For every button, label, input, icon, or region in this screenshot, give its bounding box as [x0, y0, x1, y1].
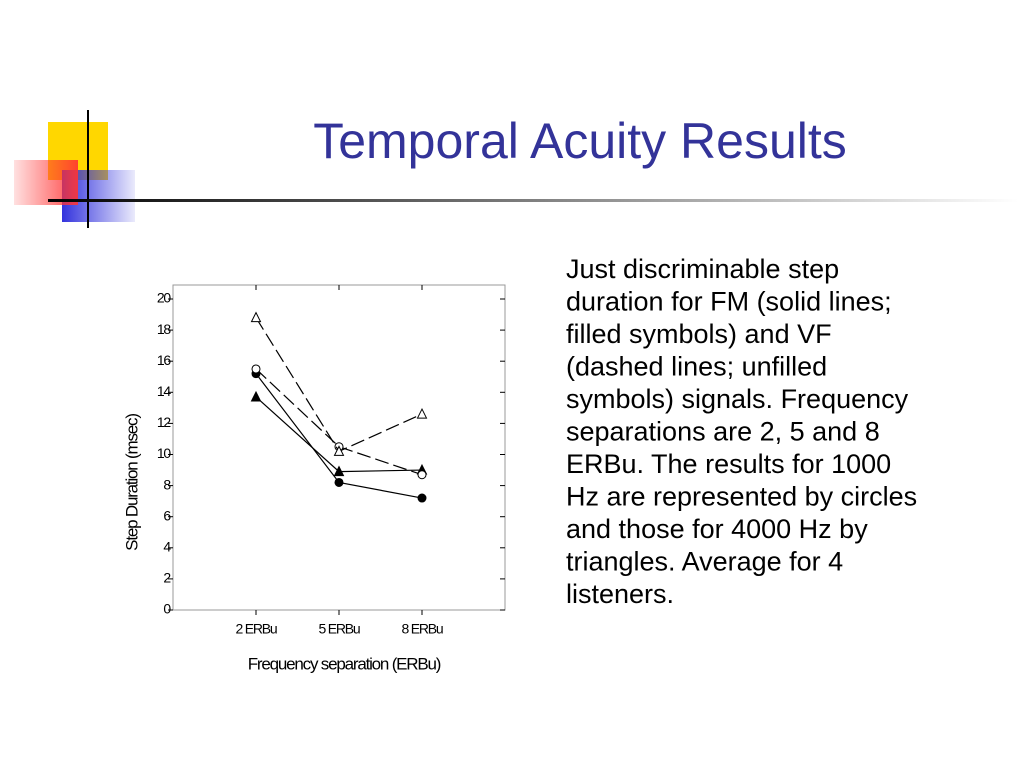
deco-red: [14, 160, 78, 205]
y-tick-label: 4: [163, 539, 171, 555]
slide-title: Temporal Acuity Results: [313, 113, 847, 169]
y-tick-label: 2: [163, 570, 171, 586]
y-tick-label: 20: [157, 290, 172, 306]
caption-line: listeners.: [566, 579, 674, 609]
caption-line: triangles. Average for 4: [566, 547, 843, 577]
y-tick-label: 12: [157, 414, 172, 430]
y-axis-label: Step Duration (msec): [122, 414, 141, 551]
caption-line: symbols) signals. Frequency: [566, 384, 909, 414]
caption-line: Just discriminable step: [566, 254, 839, 284]
deco-hline: [48, 199, 1018, 202]
y-tick-label: 18: [157, 321, 172, 337]
caption-line: (dashed lines; unfilled: [566, 352, 827, 382]
series-line: [255, 368, 423, 476]
y-tick-label: 6: [163, 507, 171, 523]
caption-line: duration for FM (solid lines;: [566, 287, 892, 317]
x-tick-label: 5 ERBu: [318, 621, 359, 637]
y-tick-label: 16: [157, 352, 172, 368]
marker: [417, 470, 427, 480]
y-tick-label: 14: [157, 383, 172, 399]
caption-line: separations are 2, 5 and 8: [566, 417, 880, 447]
caption-line: and those for 4000 Hz by: [566, 514, 868, 544]
marker: [416, 407, 428, 419]
marker: [333, 465, 345, 477]
x-tick-label: 8 ERBu: [401, 621, 442, 637]
marker: [250, 390, 262, 402]
y-tick-label: 10: [157, 445, 172, 461]
y-tick-label: 0: [163, 601, 171, 617]
x-tick-label: 2 ERBu: [235, 621, 276, 637]
marker: [250, 311, 262, 323]
marker: [333, 445, 345, 456]
series-line: [255, 396, 423, 473]
x-axis-label: Frequency separation (ERBu): [248, 654, 441, 673]
caption-line: Hz are represented by circles: [566, 482, 917, 512]
plot: 0 2 4 6 8 10 12 14 16 18 20 2 ERBu 5 ERBu 8 ERBu Frequ…: [122, 285, 505, 673]
caption-line: filled symbols) and VF: [566, 319, 832, 349]
marker: [251, 364, 261, 374]
series-line: [255, 317, 423, 453]
y-tick-label: 8: [163, 476, 171, 492]
marker: [417, 493, 427, 503]
caption-line: ERBu. The results for 1000: [566, 449, 891, 479]
marker: [334, 477, 344, 487]
